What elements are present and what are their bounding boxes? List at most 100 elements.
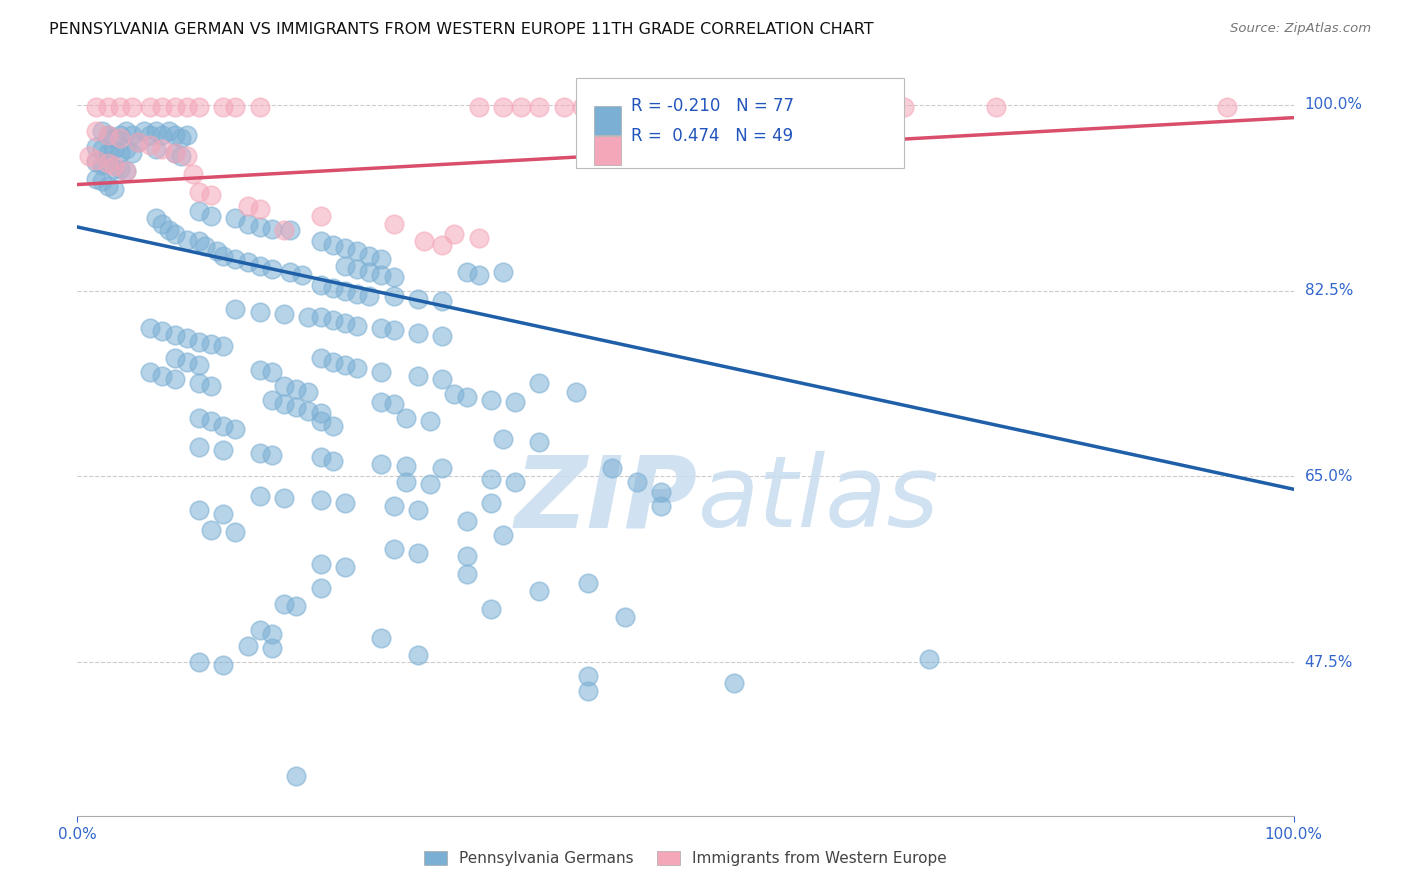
Text: PENNSYLVANIA GERMAN VS IMMIGRANTS FROM WESTERN EUROPE 11TH GRADE CORRELATION CHA: PENNSYLVANIA GERMAN VS IMMIGRANTS FROM W… <box>49 22 875 37</box>
Point <box>121 100 143 114</box>
Point <box>152 143 174 157</box>
Point <box>297 403 319 417</box>
Point <box>273 597 295 611</box>
Point <box>212 507 235 521</box>
Point <box>430 294 453 309</box>
Point <box>479 472 502 486</box>
Point <box>382 499 405 513</box>
Point <box>188 376 211 390</box>
Point <box>456 264 478 278</box>
Point <box>626 475 648 489</box>
Point <box>370 252 392 266</box>
Point <box>650 499 672 513</box>
Text: 100.0%: 100.0% <box>1305 97 1362 112</box>
Point <box>370 631 392 645</box>
Point <box>479 392 502 407</box>
Point <box>163 227 186 242</box>
Point <box>333 559 356 574</box>
Point <box>163 145 186 160</box>
Point <box>176 233 198 247</box>
Point <box>382 217 405 231</box>
Point <box>194 239 217 253</box>
Point <box>260 222 283 236</box>
Point <box>145 211 167 226</box>
Point <box>200 414 222 428</box>
Point <box>285 599 308 613</box>
Point <box>249 446 271 460</box>
Point <box>529 100 551 114</box>
Point <box>115 163 138 178</box>
Text: R =  0.474   N = 49: R = 0.474 N = 49 <box>631 128 793 145</box>
Point <box>406 292 429 306</box>
Point <box>249 202 271 216</box>
Point <box>322 453 344 467</box>
Text: R = -0.210   N = 77: R = -0.210 N = 77 <box>631 97 794 115</box>
Point <box>456 549 478 563</box>
Point <box>212 100 235 114</box>
Legend: Pennsylvania Germans, Immigrants from Western Europe: Pennsylvania Germans, Immigrants from We… <box>418 846 953 872</box>
Point <box>224 422 246 436</box>
Text: atlas: atlas <box>697 451 939 548</box>
Point <box>145 143 167 157</box>
Point <box>735 124 758 138</box>
Point <box>430 461 453 475</box>
Point <box>84 100 107 114</box>
Point <box>503 475 526 489</box>
Point <box>200 379 222 393</box>
Point <box>565 384 588 399</box>
Point <box>176 331 198 345</box>
Point <box>333 284 356 298</box>
Point <box>103 160 125 174</box>
Point <box>97 155 120 169</box>
FancyBboxPatch shape <box>576 78 904 168</box>
Point <box>492 528 515 542</box>
Point <box>576 669 599 683</box>
Point <box>249 305 271 319</box>
Point <box>249 219 271 234</box>
Point <box>467 230 489 244</box>
Text: Source: ZipAtlas.com: Source: ZipAtlas.com <box>1230 22 1371 36</box>
Point <box>333 260 356 274</box>
Point <box>984 100 1007 114</box>
Point <box>115 124 138 138</box>
Point <box>212 339 235 353</box>
Point <box>260 392 283 407</box>
Point <box>467 268 489 282</box>
Point <box>273 307 295 321</box>
Point <box>188 185 211 199</box>
Point <box>181 167 204 181</box>
Point <box>430 238 453 252</box>
Point <box>893 100 915 114</box>
Point <box>723 676 745 690</box>
Point <box>152 128 174 142</box>
Point <box>443 227 465 242</box>
Point <box>127 135 149 149</box>
Point <box>309 278 332 293</box>
Point <box>176 128 198 142</box>
Point <box>479 602 502 616</box>
Point <box>370 457 392 471</box>
Point <box>260 366 283 380</box>
Point <box>188 440 211 454</box>
Point <box>576 684 599 698</box>
Point <box>260 448 283 462</box>
Point <box>650 485 672 500</box>
Point <box>188 234 211 248</box>
Point <box>370 321 392 335</box>
Point <box>260 641 283 656</box>
Point <box>346 262 368 277</box>
Point <box>395 458 418 473</box>
Point <box>278 264 301 278</box>
Point <box>108 161 131 176</box>
Point <box>176 100 198 114</box>
Point <box>152 100 174 114</box>
Point <box>176 355 198 369</box>
FancyBboxPatch shape <box>595 106 621 135</box>
Point <box>309 210 332 224</box>
Point <box>79 149 101 163</box>
Point <box>382 323 405 337</box>
Point <box>236 255 259 269</box>
Point <box>224 524 246 539</box>
Point <box>370 395 392 409</box>
Point <box>139 128 162 142</box>
